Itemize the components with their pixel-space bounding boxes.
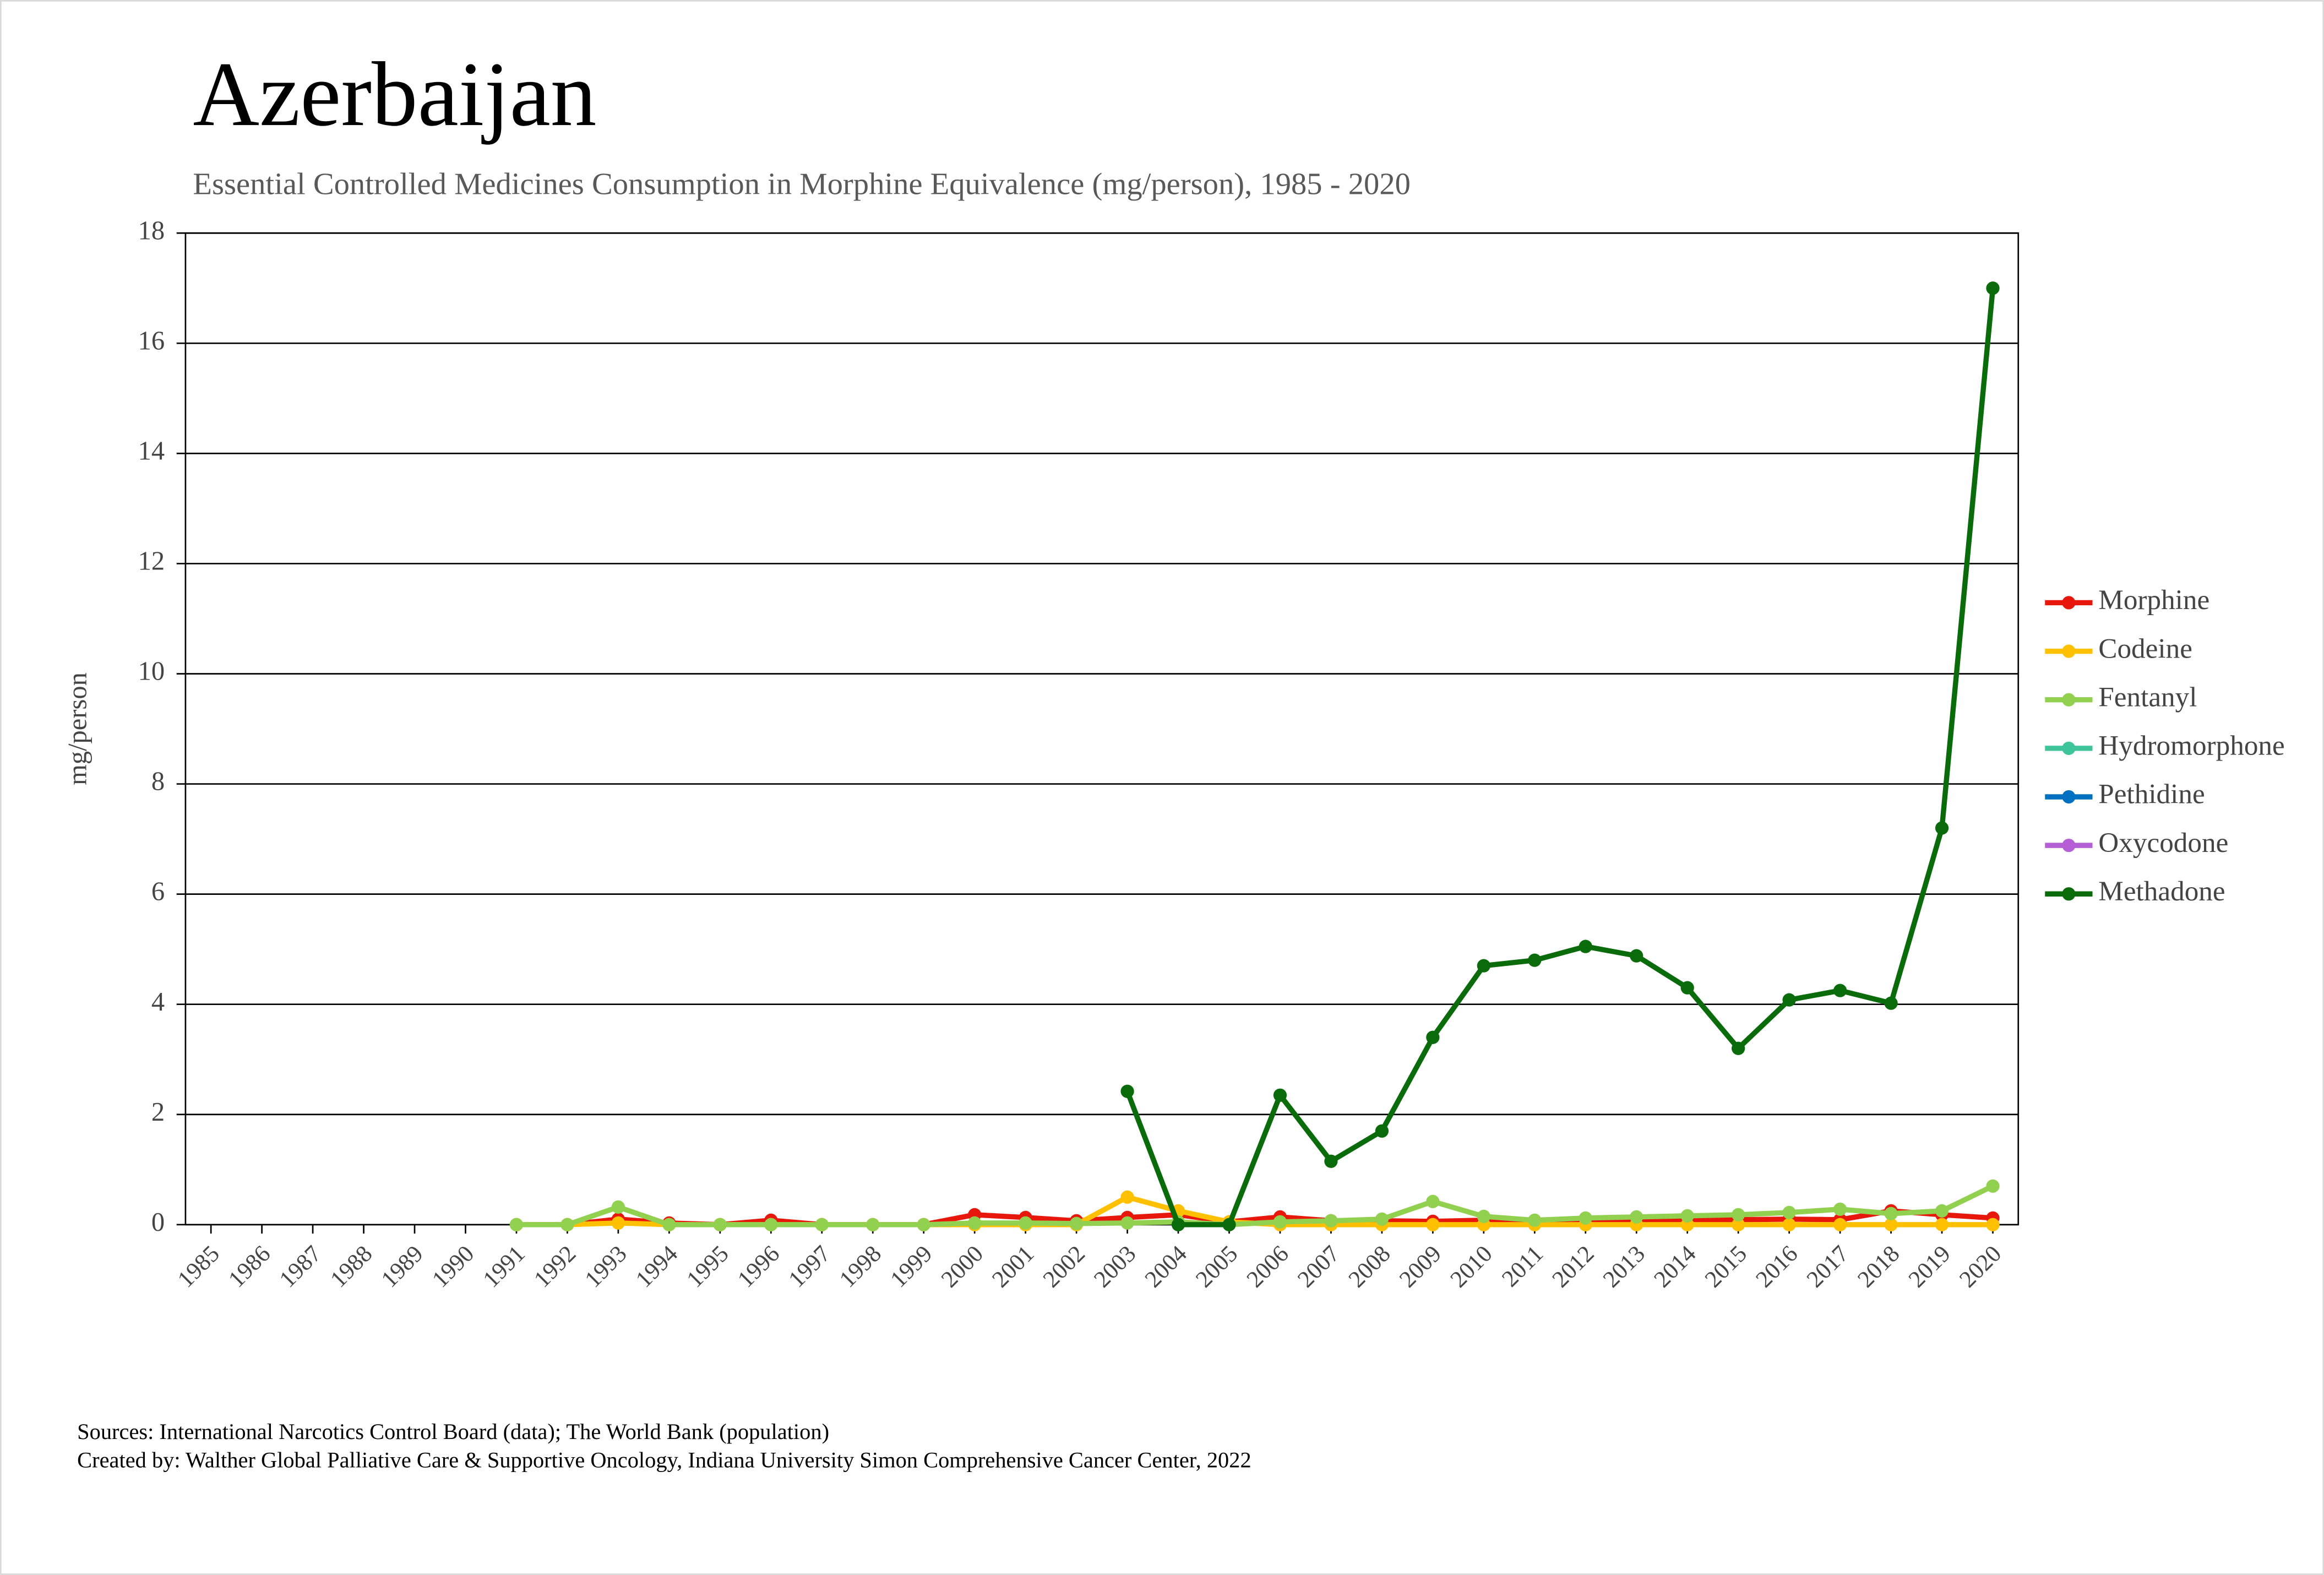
data-point — [1732, 1218, 1745, 1231]
data-point — [1273, 1088, 1287, 1102]
data-point — [1833, 1202, 1847, 1216]
legend-marker — [2062, 741, 2076, 755]
legend-label: Hydromorphone — [2098, 730, 2284, 762]
data-point — [611, 1200, 625, 1214]
legend-marker — [2062, 644, 2076, 658]
data-point — [509, 1218, 524, 1231]
data-point — [1273, 1215, 1287, 1229]
data-point — [1884, 996, 1898, 1010]
data-point — [1630, 1210, 1643, 1224]
chart-title: Azerbaijan — [193, 44, 596, 145]
series-line — [1125, 287, 1996, 1228]
data-point — [968, 1216, 982, 1230]
legend-marker — [2062, 790, 2076, 804]
data-point — [1477, 1209, 1490, 1223]
legend-marker — [2062, 693, 2076, 707]
data-point — [1680, 981, 1694, 995]
data-point — [917, 1218, 930, 1231]
data-point — [662, 1218, 676, 1231]
data-point — [1782, 1205, 1796, 1219]
data-point — [1375, 1212, 1389, 1226]
data-point — [1986, 281, 2000, 295]
data-point — [1222, 1218, 1236, 1231]
legend-label: Fentanyl — [2098, 681, 2197, 713]
data-point — [866, 1218, 880, 1231]
y-tick-label: 2 — [151, 1098, 165, 1127]
data-point — [1528, 953, 1542, 967]
y-tick-label: 10 — [138, 657, 165, 686]
data-point — [1782, 993, 1796, 1007]
y-tick-label: 6 — [151, 877, 165, 906]
data-point — [1732, 1208, 1745, 1221]
legend-marker — [2062, 838, 2076, 852]
legend-label: Codeine — [2098, 633, 2192, 664]
data-point — [1120, 1216, 1134, 1230]
y-tick-label: 16 — [138, 326, 165, 355]
data-point — [1884, 1207, 1898, 1220]
data-point — [1833, 984, 1847, 997]
data-point — [1528, 1213, 1542, 1227]
data-point — [1579, 1211, 1592, 1225]
data-point — [1935, 1218, 1949, 1231]
data-point — [1579, 939, 1592, 953]
y-tick-label: 14 — [138, 437, 165, 466]
data-point — [1069, 1216, 1084, 1230]
data-point — [1884, 1218, 1898, 1231]
data-point — [1732, 1041, 1745, 1055]
data-point — [1986, 1218, 2000, 1231]
series-line — [516, 1183, 1994, 1228]
data-point — [1630, 949, 1643, 963]
data-point — [1935, 1204, 1949, 1218]
data-point — [1782, 1218, 1796, 1231]
data-point — [611, 1216, 625, 1230]
legend-label: Morphine — [2098, 584, 2209, 616]
y-tick-label: 0 — [151, 1208, 165, 1237]
y-tick-label: 8 — [151, 767, 165, 796]
data-point — [1426, 1218, 1440, 1231]
y-tick-label: 4 — [151, 987, 165, 1017]
chart-subtitle: Essential Controlled Medicines Consumpti… — [193, 167, 1411, 202]
y-axis-label: mg/person — [63, 672, 92, 785]
data-point — [1426, 1030, 1440, 1044]
series-line — [516, 1208, 1993, 1228]
data-point — [713, 1218, 727, 1231]
legend-label: Pethidine — [2098, 779, 2205, 810]
data-point — [815, 1218, 829, 1231]
legend-label: Methadone — [2098, 876, 2225, 907]
legend-label: Oxycodone — [2098, 827, 2228, 859]
data-point — [1833, 1218, 1847, 1231]
y-tick-label: 18 — [138, 216, 165, 245]
data-point — [1986, 1179, 2000, 1193]
data-point — [1171, 1218, 1185, 1231]
data-point — [1375, 1124, 1389, 1138]
legend-marker — [2062, 887, 2076, 901]
source-note: Sources: International Narcotics Control… — [77, 1419, 829, 1444]
data-point — [1324, 1214, 1338, 1228]
data-point — [1426, 1194, 1440, 1208]
data-point — [1120, 1084, 1134, 1098]
data-point — [1019, 1216, 1032, 1230]
data-point — [1324, 1154, 1338, 1168]
data-point — [1680, 1209, 1694, 1223]
data-point — [1477, 959, 1490, 973]
data-point — [560, 1218, 574, 1231]
legend-marker — [2062, 596, 2076, 610]
data-point — [764, 1218, 778, 1231]
credit-note: Created by: Walther Global Palliative Ca… — [77, 1447, 1251, 1472]
data-point — [1120, 1190, 1134, 1204]
y-tick-label: 12 — [138, 547, 165, 576]
data-point — [1935, 821, 1949, 835]
